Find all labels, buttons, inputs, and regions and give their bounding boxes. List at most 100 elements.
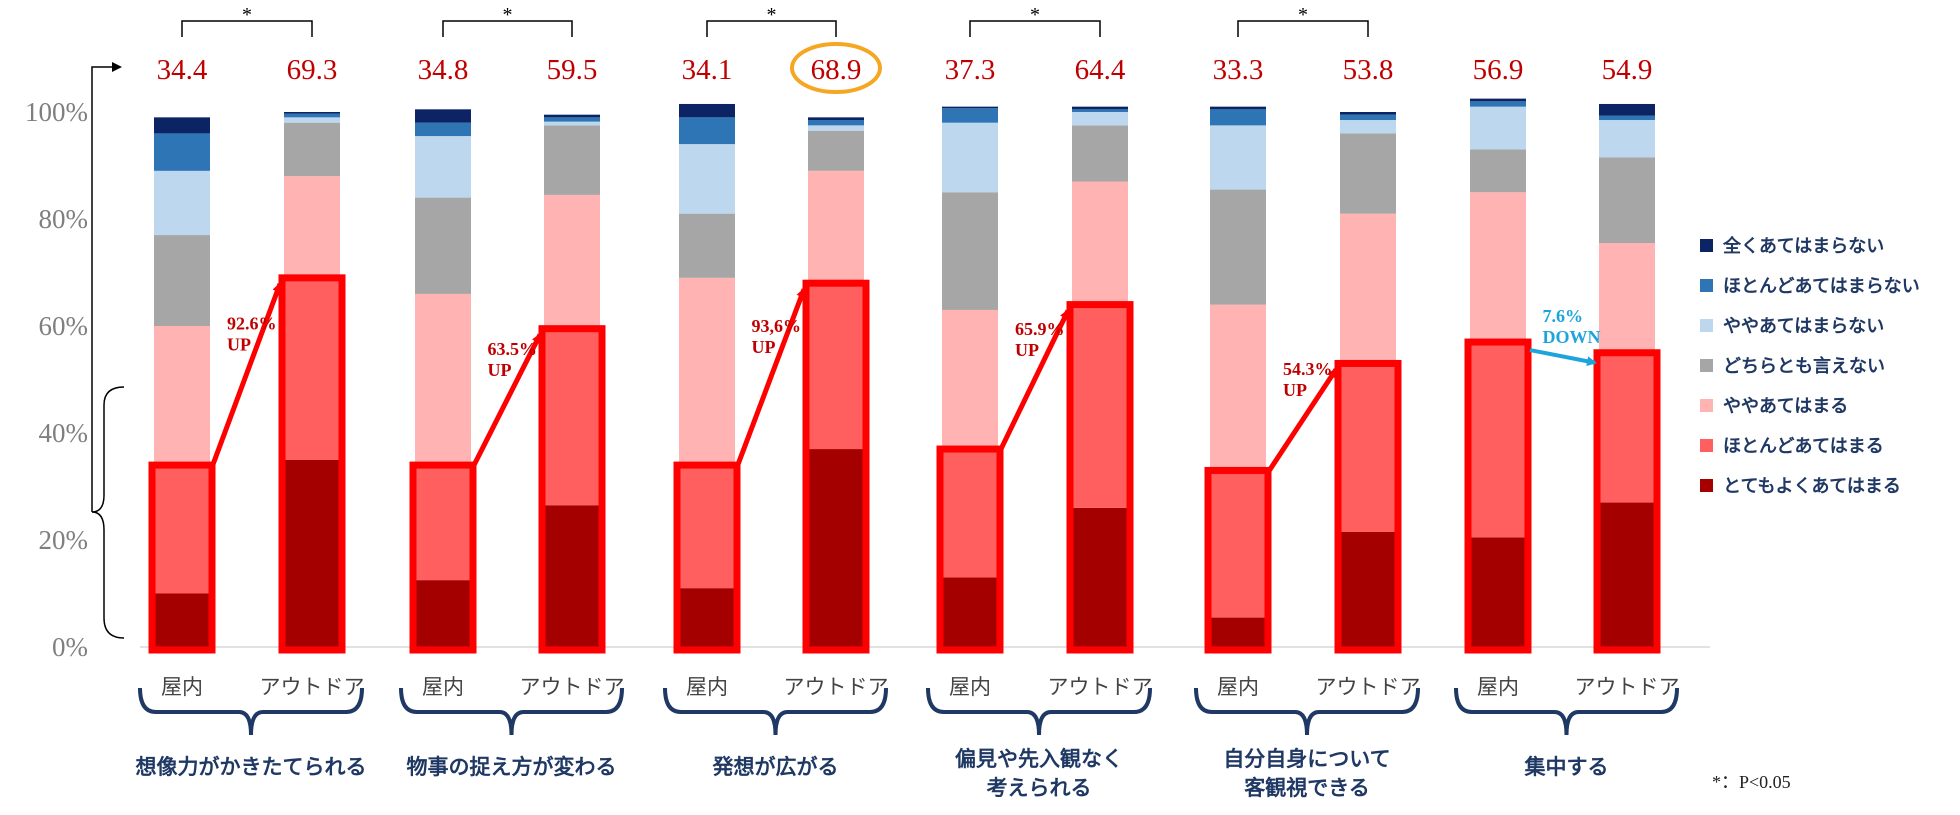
bar-segment <box>1470 537 1526 647</box>
bar-segment <box>544 328 600 506</box>
top-two-outline <box>538 325 606 654</box>
bar-segment <box>679 103 735 118</box>
bar-segment <box>808 283 864 450</box>
change-label: 7.6% DOWN <box>1543 306 1601 347</box>
top-two-value-label: 33.3 <box>1213 54 1264 86</box>
legend-item: どちらとも言えない <box>1700 345 1920 385</box>
y-tick-label: 20% <box>39 525 89 555</box>
bar-category-label: アウトドア <box>784 675 889 699</box>
bar-segment <box>1210 189 1266 305</box>
bar-segment <box>1470 149 1526 193</box>
top-two-outline <box>802 279 870 654</box>
bar-segment <box>415 136 471 198</box>
legend-label: 全くあてはまらない <box>1723 236 1885 257</box>
group-brace <box>138 687 364 736</box>
left-bracket-arrow <box>91 62 122 512</box>
top-two-outline <box>1464 338 1532 654</box>
bar-segment <box>679 213 735 278</box>
top-two-value-label: 59.5 <box>547 54 598 86</box>
bar-segment <box>544 117 600 122</box>
change-label: 93,6% UP <box>752 316 802 357</box>
bar-segment <box>1599 103 1655 116</box>
top-two-value-label: 68.9 <box>811 54 862 86</box>
bar-category-label: アウトドア <box>1316 675 1421 699</box>
bar-segment <box>544 194 600 329</box>
bar-segment <box>1599 502 1655 647</box>
bar-segment <box>1210 106 1266 110</box>
bar-segment <box>1470 192 1526 343</box>
change-arrow <box>1529 348 1597 367</box>
bar-segment <box>1072 112 1128 126</box>
significance-bracket <box>969 20 1101 37</box>
significance-star: * <box>503 4 513 26</box>
bar-segment <box>1072 304 1128 508</box>
bar-category-label: 屋内 <box>422 675 464 699</box>
y-tick-label: 80% <box>39 204 89 234</box>
bar-segment <box>1470 98 1526 102</box>
bar-segment <box>942 449 998 578</box>
bar-segment <box>808 130 864 171</box>
top-two-value-label: 34.4 <box>157 54 208 86</box>
bar-segment <box>679 465 735 589</box>
significance-bracket <box>1237 20 1369 37</box>
legend-swatch <box>1700 438 1713 452</box>
top-two-outline <box>148 461 216 654</box>
top-two-value-label: 64.4 <box>1075 54 1126 86</box>
bar-segment <box>1210 304 1266 471</box>
bar-segment <box>284 112 340 114</box>
group-label: 想像力がかきたてられる <box>136 755 367 779</box>
highlight-circle <box>790 42 882 94</box>
top-two-value-label: 34.8 <box>418 54 469 86</box>
change-label: 92.6% UP <box>227 313 277 354</box>
bar-segment <box>808 449 864 647</box>
bar-segment <box>679 277 735 466</box>
legend-swatch <box>1700 278 1713 292</box>
legend-label: とてもよくあてはまる <box>1723 476 1901 497</box>
footnote: *：P<0.05 <box>1712 772 1791 792</box>
legend-item: 全くあてはまらない <box>1700 225 1920 265</box>
bar-segment <box>1599 243 1655 353</box>
bar-segment <box>544 121 600 126</box>
bar-segment <box>679 117 735 145</box>
bar-segment <box>1470 342 1526 538</box>
bar-segment <box>284 122 340 177</box>
bar-segment <box>415 109 471 123</box>
top-two-value-label: 54.9 <box>1602 54 1653 86</box>
bar-segment <box>1599 120 1655 158</box>
bar-segment <box>679 144 735 214</box>
bar-segment <box>1072 507 1128 647</box>
legend-swatch <box>1700 478 1713 492</box>
bar-segment <box>415 580 471 647</box>
legend-label: どちらとも言えない <box>1723 356 1885 377</box>
bar-segment <box>808 117 864 121</box>
change-label: 63.5% UP <box>488 339 538 380</box>
change-label: 65.9% UP <box>1015 319 1065 360</box>
bar-segment <box>284 277 340 460</box>
bar-segment <box>415 122 471 137</box>
significance-bracket <box>442 20 573 37</box>
top-two-outline <box>409 461 477 654</box>
top-two-value-label: 34.1 <box>682 54 733 86</box>
group-brace <box>663 687 888 736</box>
y-tick-label: 0% <box>52 632 88 662</box>
top-two-value-label: 53.8 <box>1343 54 1394 86</box>
bar-segment <box>679 588 735 647</box>
change-arrow <box>997 308 1071 453</box>
top-two-outline <box>278 274 346 654</box>
bar-segment <box>1210 125 1266 190</box>
bar-segment <box>1340 213 1396 364</box>
bar-segment <box>544 505 600 647</box>
bar-segment <box>284 117 340 123</box>
top-two-value-label: 37.3 <box>945 54 996 86</box>
change-arrow <box>1265 367 1339 474</box>
bar-segment <box>1599 352 1655 503</box>
group-brace <box>399 687 624 736</box>
bar-segment <box>942 108 998 123</box>
bar-segment <box>154 593 210 647</box>
bar-category-label: 屋内 <box>1217 675 1259 699</box>
bar-segment <box>544 125 600 195</box>
top-two-outline <box>1204 466 1272 654</box>
bar-segment <box>1072 125 1128 182</box>
legend-label: ややあてはまらない <box>1723 316 1885 337</box>
